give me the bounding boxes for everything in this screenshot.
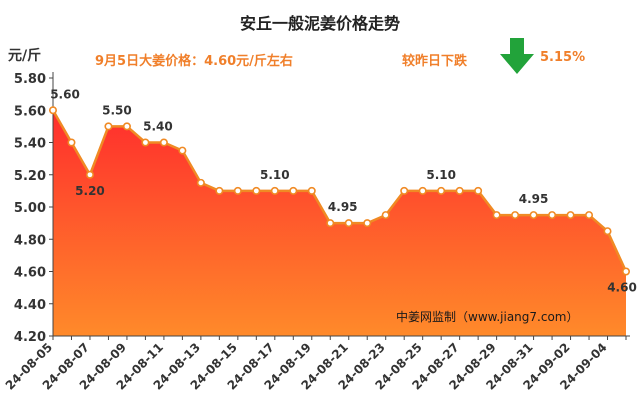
data-label: 5.10 [426,168,456,182]
data-point [196,178,205,187]
y-axis-unit: 元/斤 [8,48,42,64]
data-point [67,138,76,147]
data-label: 5.20 [75,184,105,198]
data-point [437,186,446,195]
data-point [418,186,427,195]
watermark: 中姜网监制（www.jiang7.com） [396,310,579,324]
data-point [270,186,279,195]
data-point [252,186,261,195]
data-label: 4.60 [607,281,637,295]
data-point [104,122,113,131]
price-subtitle: 9月5日大姜价格：4.60元/斤左右 [95,54,293,69]
data-label: 4.95 [519,192,549,206]
data-point [48,106,57,115]
data-point [289,186,298,195]
data-point [474,186,483,195]
data-label: 5.50 [102,103,132,117]
data-label: 5.10 [260,168,290,182]
data-point [548,211,557,220]
data-point [344,219,353,228]
data-point [529,211,538,220]
change-percent: 5.15% [540,50,586,65]
data-point [603,227,612,236]
data-point [400,186,409,195]
data-point [326,219,335,228]
data-point [85,170,94,179]
y-tick-label: 5.60 [14,104,46,119]
y-tick-label: 4.20 [14,330,46,345]
compare-label: 较昨日下跌 [402,54,468,69]
y-tick-label: 5.00 [14,201,46,216]
data-point [381,211,390,220]
data-point [492,211,501,220]
data-point [122,122,131,131]
y-tick-label: 4.80 [14,233,46,248]
data-point [363,219,372,228]
y-tick-label: 5.80 [14,72,46,87]
data-point [621,267,630,276]
data-point [233,186,242,195]
data-point [178,146,187,155]
data-point [511,211,520,220]
data-point [455,186,464,195]
data-label: 5.60 [50,87,80,101]
data-label: 5.40 [143,120,173,134]
y-tick-label: 4.60 [14,266,46,281]
y-tick-label: 4.40 [14,298,46,313]
y-tick-label: 5.40 [14,137,46,152]
data-point [307,186,316,195]
data-point [585,211,594,220]
data-point [159,138,168,147]
data-point [566,211,575,220]
data-point [141,138,150,147]
data-point [215,186,224,195]
data-label: 4.95 [328,200,358,214]
down-arrow-icon [500,38,534,74]
y-tick-label: 5.20 [14,169,46,184]
chart-title: 安丘一般泥姜价格走势 [239,14,400,33]
